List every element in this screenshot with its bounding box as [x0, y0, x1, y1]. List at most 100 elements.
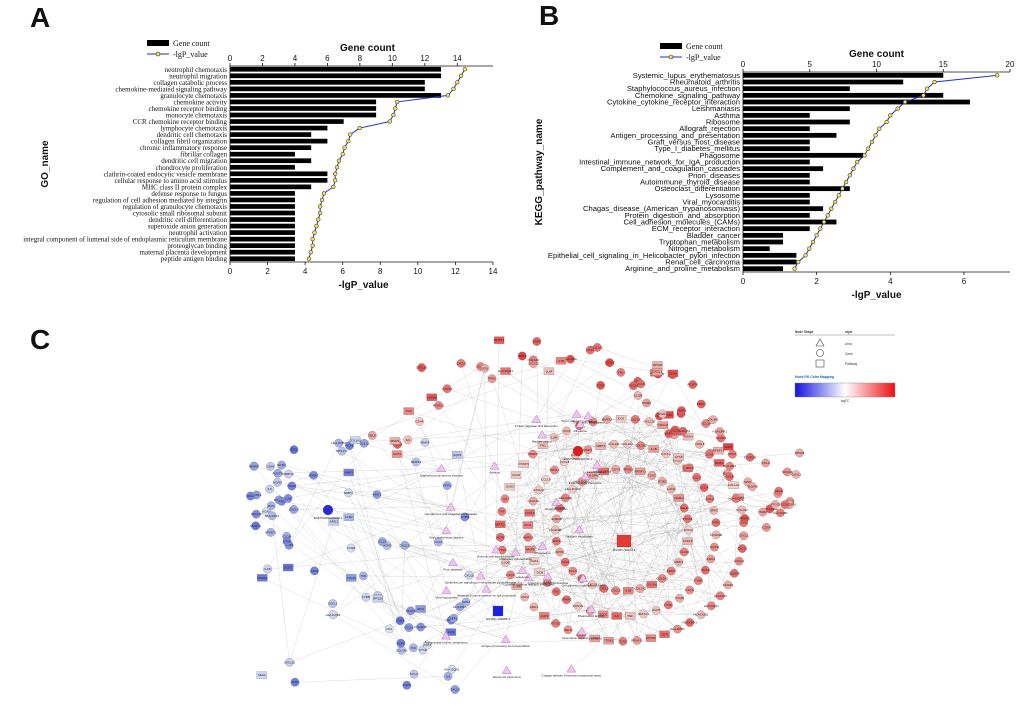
gene-label: MMP3: [344, 470, 353, 474]
gene-label: FPR1: [553, 539, 561, 543]
edge: [450, 368, 485, 507]
lgp-point-rheumatoid-arthritis: [932, 79, 937, 85]
gene-label: LUM: [448, 630, 455, 634]
gene-label: HLA-DQA1: [444, 667, 459, 671]
gene-node: [550, 465, 559, 475]
gene-node: [442, 384, 452, 394]
edge: [446, 590, 569, 630]
gene-label: ARG1: [707, 557, 716, 561]
edge: [394, 413, 577, 442]
gene-node: [417, 363, 427, 372]
edge: [606, 419, 650, 422]
gene-node: [460, 512, 470, 522]
hub-label: ENST00000400311.1: [564, 457, 593, 461]
gene-label: PTGS2: [770, 503, 780, 507]
gene-label: LUM: [551, 435, 558, 439]
gene-node: [346, 574, 357, 582]
edge: [592, 421, 652, 639]
edge: [616, 584, 652, 617]
gene-label: CXCL11: [399, 543, 410, 547]
gene-node: [560, 493, 570, 503]
gene-label: FCGR3B: [744, 455, 756, 459]
gene-node: [775, 508, 785, 518]
gene-node: [728, 481, 739, 489]
gene-node: [603, 636, 614, 645]
bar-chemokine-activity: [230, 99, 377, 105]
category-label: cellular response to amino acid stimulus: [114, 177, 227, 185]
gene-label: IDO1: [417, 607, 424, 611]
gene-node: [282, 563, 294, 572]
gene-node: [523, 533, 533, 542]
gene-node: [328, 599, 338, 608]
category-label: Chemokine_signaling_pathway: [635, 91, 740, 100]
gene-node: [624, 612, 636, 620]
gene-label: HLA-DRA: [453, 605, 466, 609]
lgp-point-regulation-of-cell-adhesion-mediated-by-integrin: [319, 197, 325, 203]
gene-label: SOD2: [278, 463, 287, 467]
pathway-label: Type I diabetes mellitus: [561, 419, 593, 423]
gene-label: HLA-DRA: [559, 496, 572, 500]
gene-node: [389, 437, 401, 445]
category-label: chemokine activity: [174, 98, 228, 106]
edge: [678, 497, 689, 531]
gene-node: [609, 439, 619, 449]
gene-label: HLA-DPB1: [667, 433, 682, 437]
gene-label: S100A9: [723, 583, 734, 587]
bar-dendritic-cell-chemotaxis: [230, 132, 312, 137]
bar-graft-versus-host-disease: [743, 139, 810, 145]
lgp-point-neutrophil-chemotaxis: [462, 67, 467, 72]
gene-label: CCL3: [378, 540, 386, 544]
y-axis-title: GO_name: [40, 140, 51, 188]
gene-label: SELE: [258, 673, 266, 677]
bar-granulocyte-chemotaxis: [230, 93, 442, 98]
hub-node: [492, 605, 504, 617]
edge: [651, 510, 714, 585]
gene-node: [506, 570, 515, 580]
gene-label: SPP1: [518, 354, 526, 358]
edge: [450, 506, 573, 572]
pathway-label: Prion diseases: [443, 567, 463, 571]
pathway-node: [441, 585, 452, 595]
gene-label: TNF: [406, 409, 412, 413]
gene-label: SELE: [564, 628, 572, 632]
gene-node: [699, 483, 709, 493]
edge: [500, 524, 699, 581]
gene-node: [343, 513, 354, 521]
gene-node: [549, 433, 559, 442]
edge: [495, 350, 591, 550]
edge: [590, 410, 682, 612]
gene-node: [552, 514, 561, 524]
legend-lgp-label: -lgP_value: [686, 53, 721, 62]
category-label: peptide antigen binding: [161, 255, 228, 263]
legend-gene-count-label: Gene count: [173, 39, 210, 48]
legend-gene-count-label: Gene count: [686, 42, 723, 51]
gene-label: S100A8: [251, 512, 262, 516]
pathway-label: Renal cell carcinoma: [493, 675, 521, 679]
gene-label: RPS26: [646, 636, 656, 640]
edge: [416, 443, 628, 463]
category-label: Complement_and_coagulation_cascades: [601, 164, 741, 173]
edge: [401, 608, 592, 651]
gene-label: IDO1: [686, 466, 693, 470]
gene-label: MMP13: [283, 472, 294, 476]
gene-node: [611, 465, 621, 474]
bar-arginine-and-proline-metabolism: [743, 266, 784, 272]
hub-node: [322, 504, 334, 516]
bar-lymphocyte-chemotaxis: [230, 125, 328, 131]
gene-label: SPARC: [528, 452, 539, 456]
category-label: Nitrogen_metabolism: [668, 244, 740, 253]
category-label: regulation of cell adhesion mediated by …: [93, 196, 228, 204]
edge: [291, 485, 451, 507]
gene-node: [359, 571, 368, 581]
pathway-node: [445, 502, 456, 511]
gene-label: MMP9: [250, 464, 259, 468]
gene-node: [551, 587, 561, 597]
edge: [348, 517, 378, 596]
legend-gene-count-swatch: [147, 40, 169, 46]
gene-label: HLA-DPB1: [596, 469, 611, 473]
edge: [554, 425, 663, 438]
gene-label: NFATC1: [638, 612, 650, 616]
gene-node: [709, 506, 719, 515]
edge: [696, 477, 715, 548]
bottom-tick-label: 2: [265, 267, 270, 276]
